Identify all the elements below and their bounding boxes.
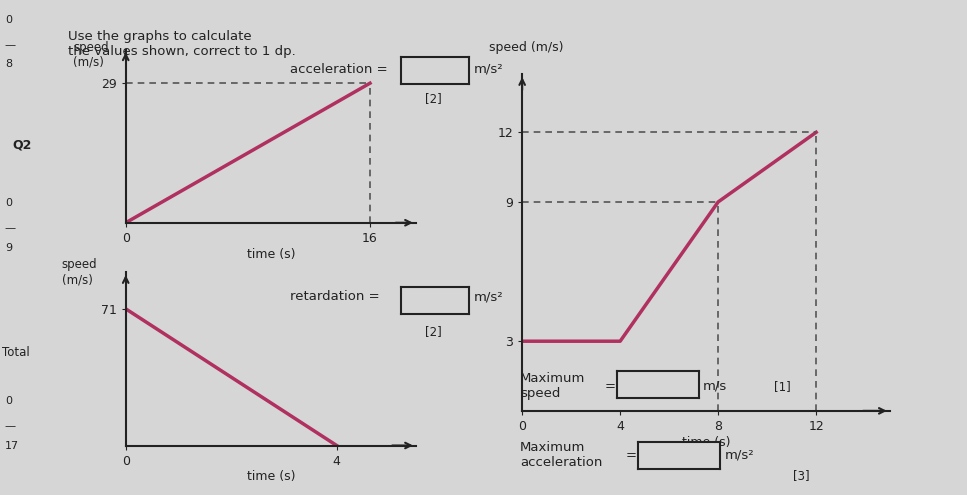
Text: m/s²: m/s² [474, 291, 504, 303]
Text: [2]: [2] [425, 325, 442, 338]
Text: [3]: [3] [793, 469, 809, 482]
Text: speed
(m/s): speed (m/s) [73, 41, 109, 69]
Text: 9: 9 [5, 243, 12, 252]
Text: Maximum
acceleration: Maximum acceleration [520, 442, 602, 469]
Text: —: — [5, 223, 16, 233]
X-axis label: time (s): time (s) [247, 470, 295, 483]
Text: 8: 8 [5, 59, 12, 69]
Text: —: — [5, 40, 16, 50]
Text: Total: Total [2, 346, 30, 359]
Text: =: = [626, 449, 636, 462]
Text: 17: 17 [5, 441, 19, 450]
Text: m/s²: m/s² [725, 449, 755, 462]
Text: Q2: Q2 [13, 139, 32, 151]
Text: m/s²: m/s² [474, 63, 504, 76]
Text: —: — [5, 421, 16, 431]
Text: [2]: [2] [425, 93, 442, 105]
Text: speed
(m/s): speed (m/s) [62, 258, 98, 287]
Text: acceleration =: acceleration = [290, 63, 388, 76]
X-axis label: time (s): time (s) [247, 248, 295, 260]
Text: speed (m/s): speed (m/s) [489, 41, 564, 54]
Text: =: = [604, 380, 615, 393]
Text: Use the graphs to calculate
the values shown, correct to 1 dp.: Use the graphs to calculate the values s… [68, 30, 296, 58]
Text: m/s: m/s [703, 380, 727, 393]
X-axis label: time (s): time (s) [682, 436, 730, 448]
Text: [1]: [1] [774, 380, 790, 393]
Text: 0: 0 [5, 198, 12, 208]
Text: 0: 0 [5, 15, 12, 25]
Text: Maximum
speed: Maximum speed [520, 372, 586, 400]
Text: retardation =: retardation = [290, 291, 380, 303]
Text: 0: 0 [5, 396, 12, 406]
